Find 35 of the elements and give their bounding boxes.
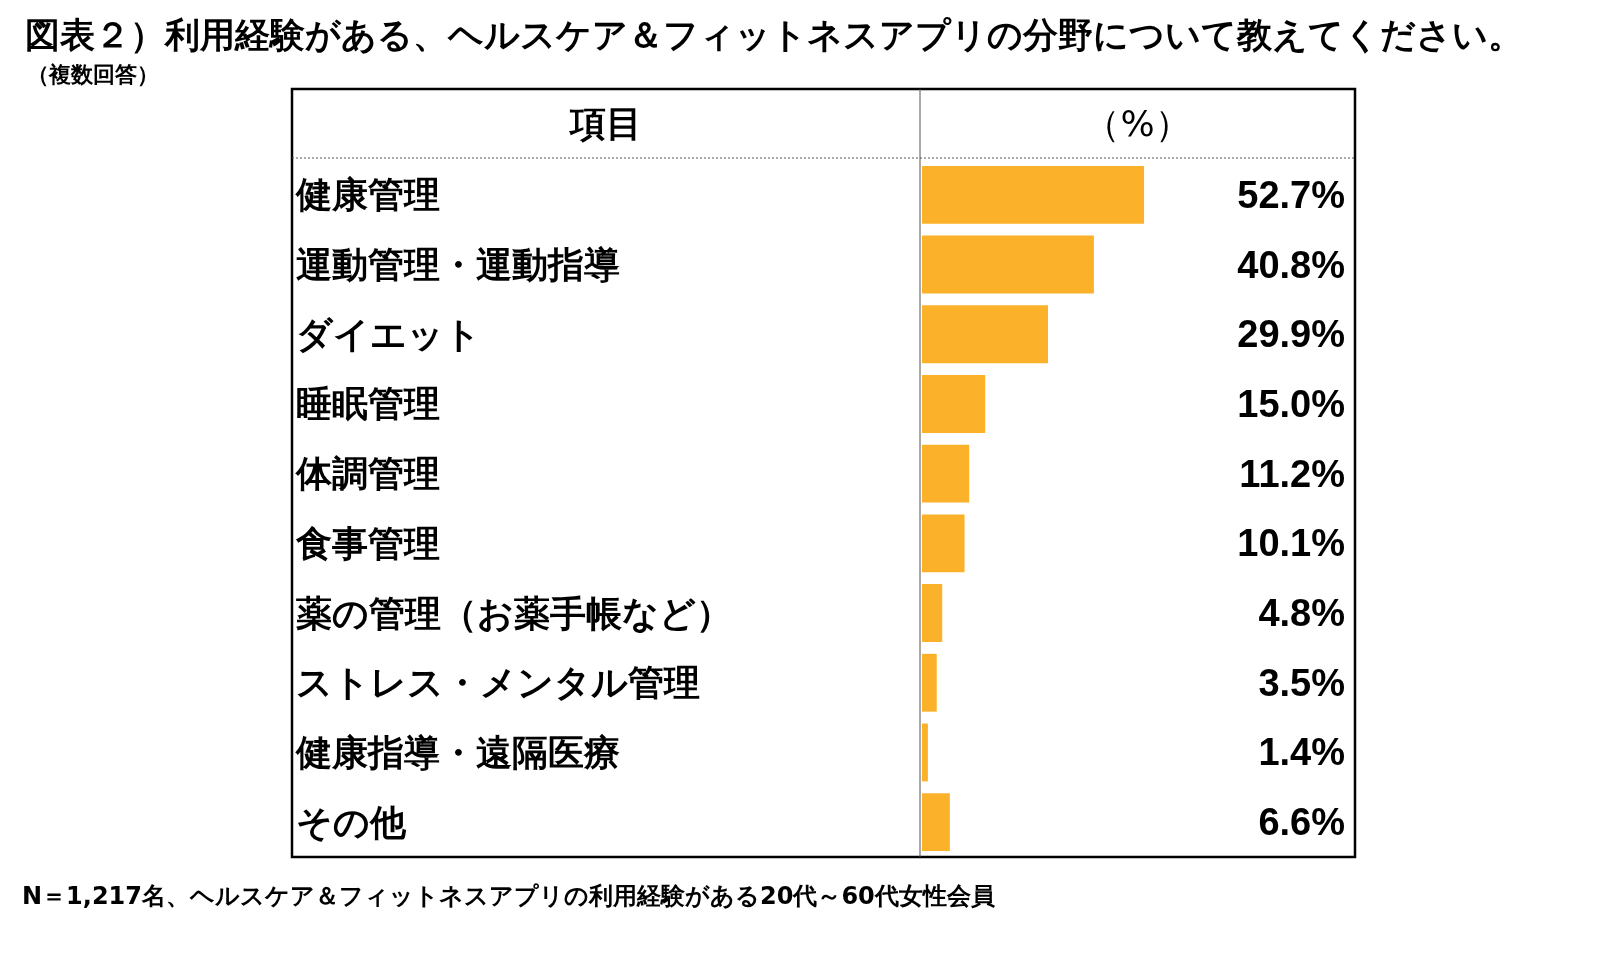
data-label: 40.8% bbox=[1237, 243, 1345, 286]
chart-title: 図表２）利用経験がある、ヘルスケア＆フィットネスアプリの分野について教えてください。 bbox=[25, 14, 1523, 55]
y-tick-label: 睡眠管理 bbox=[296, 383, 440, 425]
bar bbox=[922, 514, 965, 573]
bar bbox=[922, 444, 970, 503]
x-axis-title: （%） bbox=[1084, 103, 1191, 144]
y-axis-title: 項目 bbox=[568, 103, 642, 144]
y-tick-label: ストレス・メンタル管理 bbox=[296, 662, 700, 704]
data-label: 10.1% bbox=[1237, 522, 1345, 565]
text: N＝1,217名、ヘルスケア＆フィットネスアプリの利用経験がある20代～60代女性会員 bbox=[22, 882, 995, 910]
bar bbox=[922, 723, 928, 782]
data-label: 6.6% bbox=[1258, 801, 1345, 844]
y-tick-label: 体調管理 bbox=[295, 453, 440, 495]
bar bbox=[922, 793, 950, 852]
y-tick-label: 健康指導・遠隔医療 bbox=[295, 731, 620, 773]
data-label: 15.0% bbox=[1237, 382, 1345, 425]
text: （複数回答） bbox=[27, 61, 159, 87]
data-label: 29.9% bbox=[1237, 313, 1345, 356]
data-label: 1.4% bbox=[1258, 731, 1345, 774]
y-tick-label: その他 bbox=[296, 801, 407, 843]
data-label: 52.7% bbox=[1237, 173, 1345, 216]
bar bbox=[922, 375, 986, 433]
bar bbox=[922, 584, 943, 642]
y-tick-label: 薬の管理（お薬手帳など） bbox=[296, 592, 732, 634]
bar bbox=[922, 235, 1094, 294]
data-label: 4.8% bbox=[1258, 592, 1345, 635]
bar bbox=[922, 305, 1048, 364]
data-label: 3.5% bbox=[1258, 661, 1345, 704]
y-tick-label: ダイエット bbox=[296, 313, 481, 355]
y-tick-label: 運動管理・運動指導 bbox=[296, 244, 620, 286]
bar bbox=[922, 653, 937, 712]
bar bbox=[922, 165, 1145, 224]
y-tick-label: 食事管理 bbox=[295, 522, 440, 564]
y-tick-label: 健康管理 bbox=[295, 174, 440, 216]
data-label: 11.2% bbox=[1239, 452, 1345, 495]
